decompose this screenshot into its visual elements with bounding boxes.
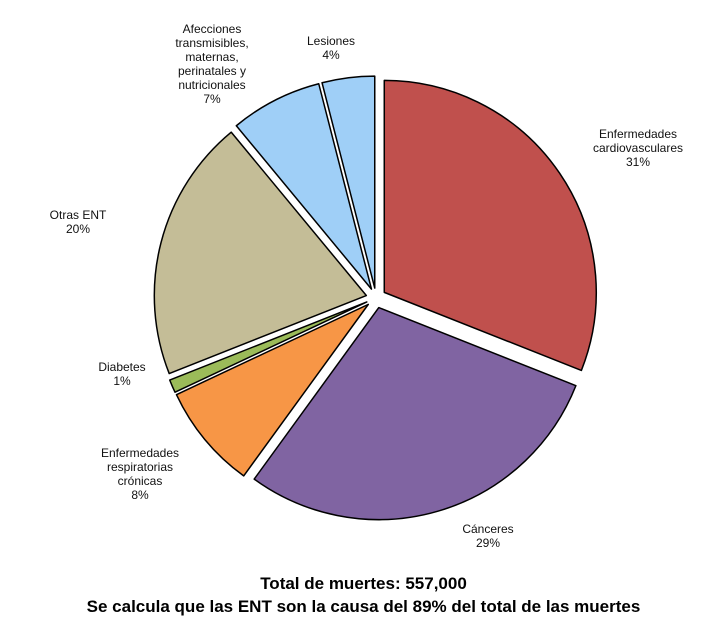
category-label: Otras ENT [49,208,107,222]
slice-label: Lesiones 4% [301,34,361,62]
pie-slice [383,79,598,372]
value-label: 31% [625,155,651,169]
pie-slice [321,75,376,289]
value-label: 4% [322,48,340,62]
category-label: Enfermedades cardiovasculares [592,127,684,155]
slice-label: Enfermedades cardiovasculares 31% [578,127,698,169]
pie-slice [253,306,577,521]
slice-label: Cánceres 29% [448,522,528,550]
chart-title: Total de muertes: 557,000 [260,574,467,593]
chart-subtitle: Se calcula que las ENT son la causa del … [86,597,641,616]
slice-label: Afecciones transmisibles, maternas, peri… [162,22,262,106]
category-label: Diabetes [98,360,146,374]
value-label: 1% [113,374,131,388]
slice-label: Otras ENT 20% [38,208,118,236]
category-label: Afecciones transmisibles, maternas, peri… [175,22,249,92]
pie-slice [168,301,368,393]
pie-slice [153,131,368,375]
value-label: 8% [131,488,149,502]
value-label: 7% [203,92,221,106]
pie-slice [235,83,373,290]
value-label: 29% [475,536,501,550]
value-label: 20% [65,222,91,236]
category-label: Lesiones [306,34,356,48]
slice-label: Enfermedades respiratorias crónicas 8% [85,446,195,502]
category-label: Enfermedades respiratorias crónicas [100,446,180,488]
pie-slice [175,303,370,477]
category-label: Cánceres [462,522,514,536]
slice-label: Diabetes 1% [87,360,157,388]
